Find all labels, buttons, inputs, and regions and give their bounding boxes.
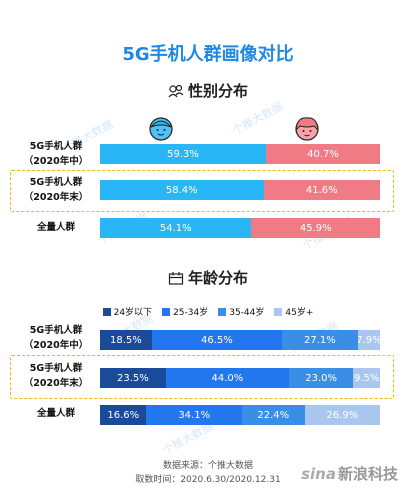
bar-segment: 23.5% [100,368,166,388]
data-label: 26.9% [326,409,359,421]
data-label: 44.0% [211,372,244,384]
legend-item: 45岁+ [274,305,313,318]
highlight-box [10,170,394,212]
data-label: 23.0% [305,372,338,384]
legend-swatch [162,308,171,316]
gender-row-label: 全量人群 [10,220,102,235]
legend-item: 25-34岁 [162,305,208,318]
age-bar-row: 16.6% 34.1% 22.4% 26.9% [100,405,380,425]
bar-segment: 22.4% [241,405,305,425]
row-label-line2: （2020年中） [23,156,89,167]
legend-label: 25-34岁 [173,308,209,318]
legend-swatch [102,308,111,316]
data-label: 59.3% [167,148,199,160]
data-label: 16.6% [107,409,140,421]
bar-segment: 9.5% [353,368,380,388]
gender-section-label: 性别分布 [187,82,248,100]
calendar-icon [168,272,184,285]
bar-segment: 44.0% [165,368,289,388]
bar-segment: 58.4% [100,180,264,200]
bar-segment: 40.7% [266,144,380,164]
female-icon [295,117,319,141]
data-label: 41.6% [305,184,338,196]
gender-section-title: 性别分布 [0,80,416,101]
data-label: 23.5% [117,372,149,384]
age-bar-row: 18.5% 46.5% 27.1% 7.9% [100,330,380,350]
brand-logo: sina 新浪科技 [301,463,398,484]
data-label: 45.9% [299,222,332,234]
row-label-line2: （2020年末） [23,378,89,389]
data-label: 34.1% [178,409,211,421]
bar-segment: 27.1% [281,330,358,350]
legend-item: 24岁以下 [102,305,153,318]
bar-segment: 54.1% [100,218,252,238]
gender-bar-row: 54.1% 45.9% [100,218,380,238]
bar-segment: 46.5% [151,330,282,350]
bar-segment: 16.6% [100,405,147,425]
row-label-line1: 5G手机人群 [29,325,83,336]
bar-segment: 26.9% [304,405,380,425]
legend-item: 35-44岁 [218,305,264,318]
data-label: 9.5% [353,372,380,384]
data-label: 18.5% [110,334,142,346]
legend-swatch [218,308,227,316]
data-label: 58.4% [165,184,198,196]
age-legend: 24岁以下 25-34岁 35-44岁 45岁+ [0,305,416,318]
data-label: 7.9% [357,334,380,346]
age-section-title: 年龄分布 [0,267,416,288]
legend-label: 24岁以下 [113,308,153,318]
gender-icon [168,84,184,98]
row-label-line2: （2020年中） [23,340,89,351]
age-section-label: 年龄分布 [187,269,248,287]
footer-source: 数据来源：个推大数据 [162,461,253,471]
gender-bar-row: 59.3% 40.7% [100,144,380,164]
legend-label: 35-44岁 [229,308,265,318]
data-label: 22.4% [257,409,290,421]
data-label: 27.1% [304,334,336,346]
bar-segment: 59.3% [100,144,267,164]
row-label-line1: 全量人群 [36,222,75,233]
gender-row-label: 5G手机人群 （2020年中） [10,139,102,169]
row-label-line2: （2020年末） [23,192,89,203]
legend-swatch [274,308,283,316]
legend-label: 45岁+ [285,308,314,318]
male-icon [149,117,173,141]
brand-name: 新浪科技 [337,465,398,483]
row-label-line1: 全量人群 [36,408,75,419]
row-label-line1: 5G手机人群 [29,177,83,188]
highlight-box [10,355,394,399]
footer-period: 取数时间：2020.6.30/2020.12.31 [135,475,281,485]
bar-segment: 34.1% [146,405,242,425]
age-row-label: 全量人群 [10,406,102,421]
sina-logo: sina [301,465,336,483]
data-label: 54.1% [159,222,192,234]
row-label-line1: 5G手机人群 [29,363,83,374]
bar-segment: 41.6% [263,180,380,200]
row-label-line1: 5G手机人群 [29,141,83,152]
age-bar-row: 23.5% 44.0% 23.0% 9.5% [100,368,380,388]
bar-segment: 23.0% [288,368,354,388]
gender-bar-row: 58.4% 41.6% [100,180,380,200]
age-row-label: 5G手机人群 （2020年中） [10,323,102,353]
watermark: 个推大数据 [230,99,286,138]
age-row-label: 5G手机人群 （2020年末） [10,361,102,391]
data-label: 40.7% [307,148,339,160]
bar-segment: 45.9% [251,218,380,238]
bar-segment: 7.9% [357,330,380,350]
gender-row-label: 5G手机人群 （2020年末） [10,175,102,205]
data-label: 46.5% [201,334,233,346]
bar-segment: 18.5% [100,330,152,350]
page-title: 5G手机人群画像对比 [122,44,294,65]
